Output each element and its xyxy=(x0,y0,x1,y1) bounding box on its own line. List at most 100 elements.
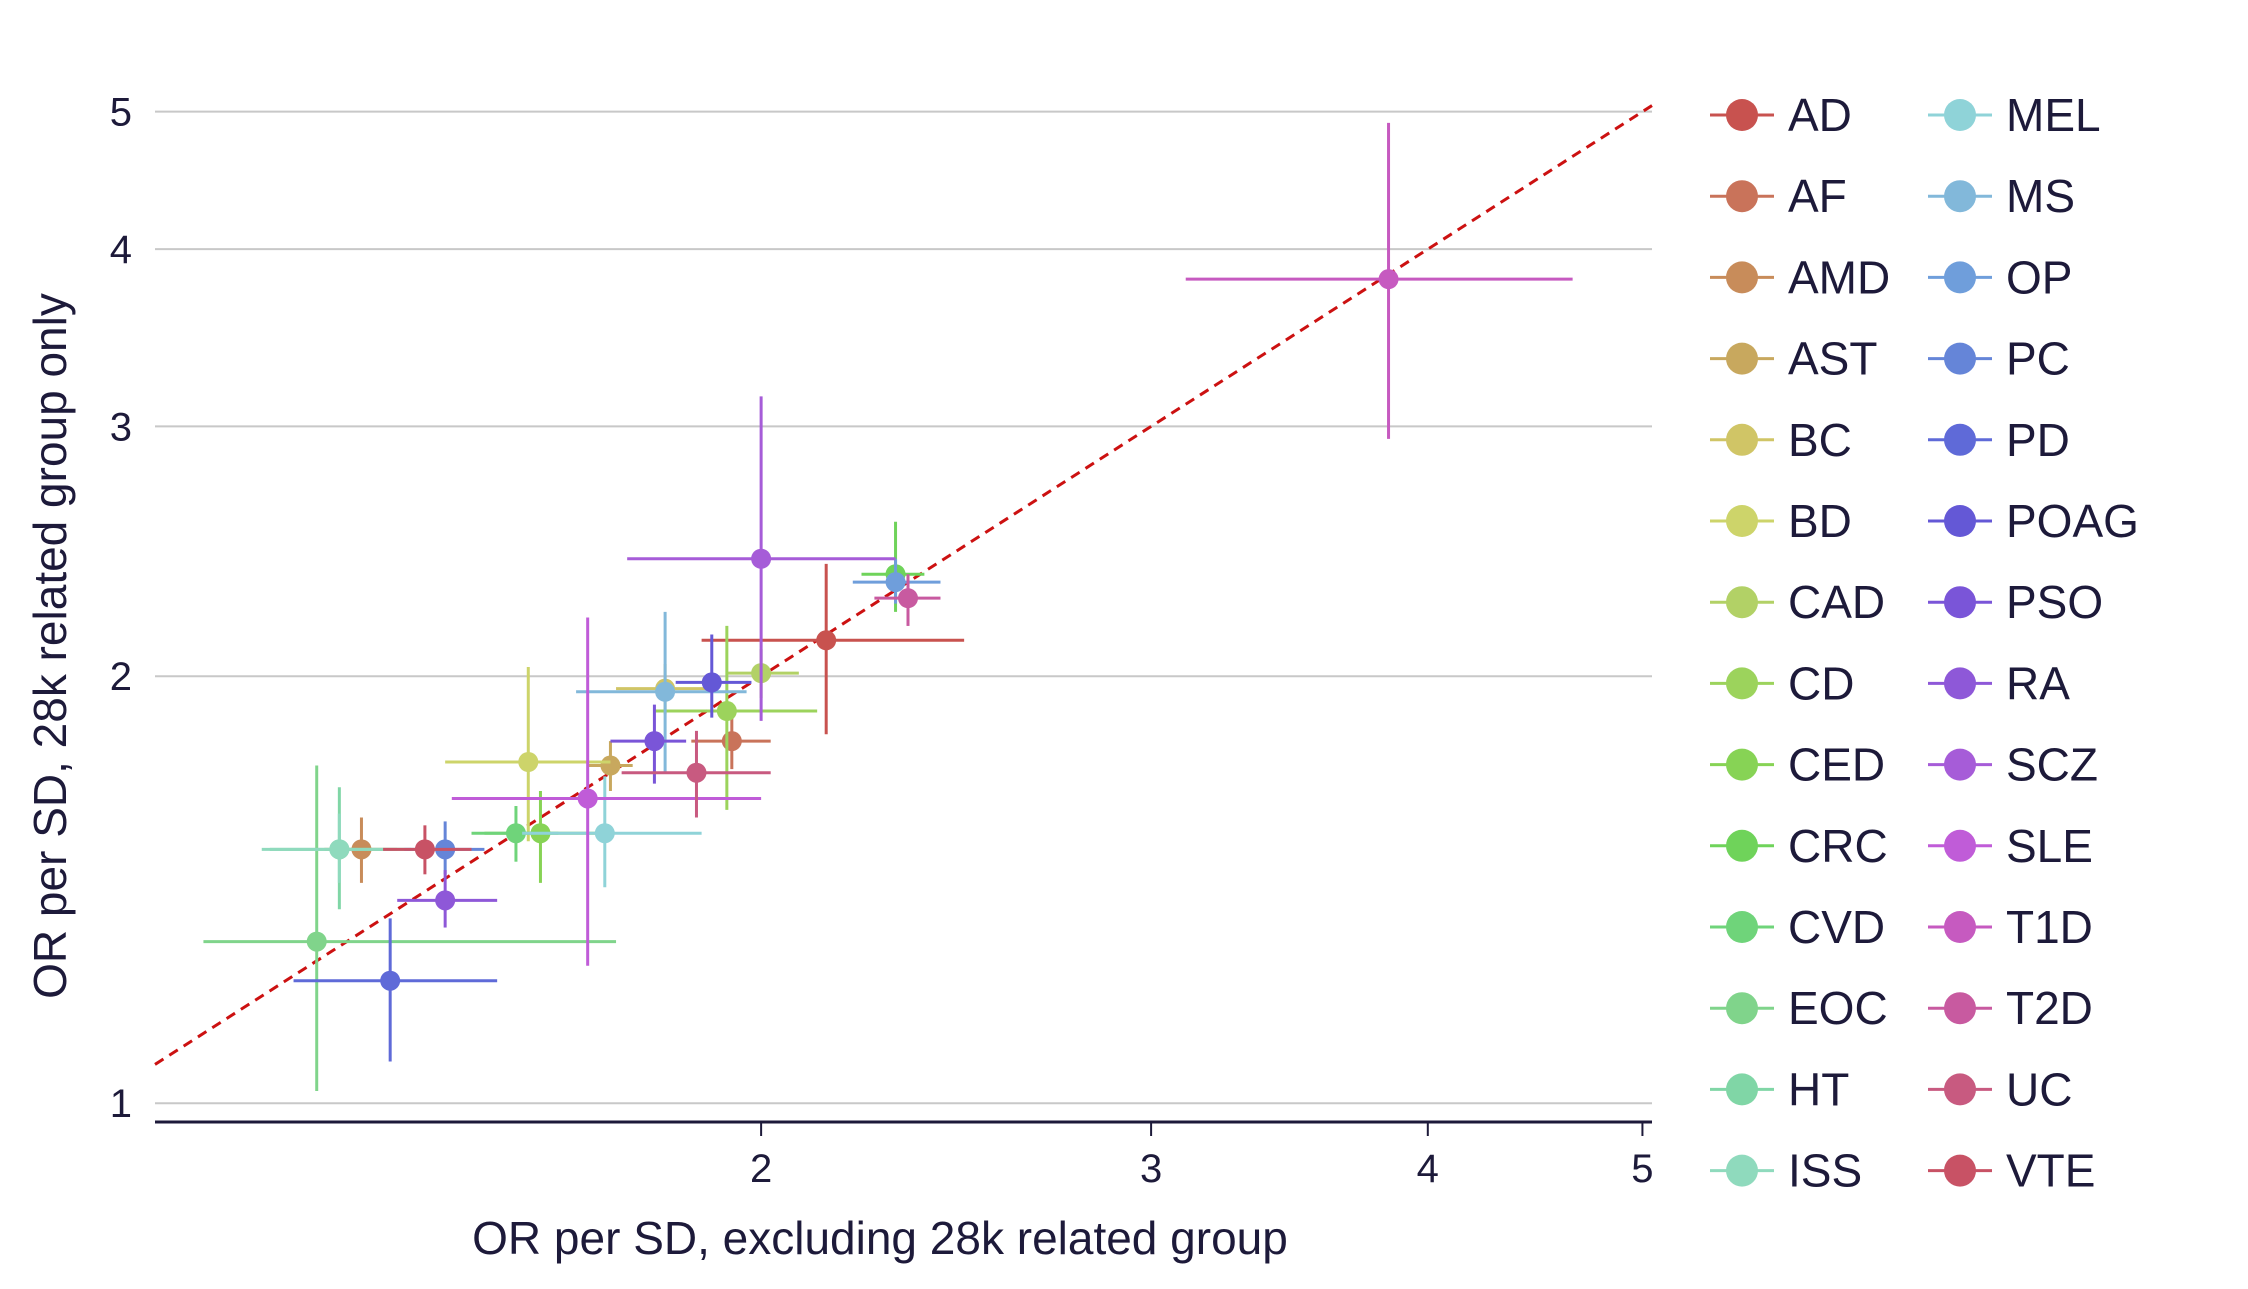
data-point-af xyxy=(691,714,771,770)
x-axis-title: OR per SD, excluding 28k related group xyxy=(472,1212,1288,1264)
legend-item-ms: MS xyxy=(1928,170,2075,222)
legend-marker xyxy=(1726,911,1758,943)
legend-label: CAD xyxy=(1788,576,1885,628)
legend-label: AMD xyxy=(1788,251,1890,303)
legend-marker xyxy=(1944,748,1976,781)
legend-item-iss: ISS xyxy=(1710,1145,1862,1197)
legend-item-mel: MEL xyxy=(1928,89,2101,141)
legend-label: OP xyxy=(2006,251,2072,303)
legend-marker xyxy=(1726,99,1758,131)
legend-marker xyxy=(1944,423,1976,456)
legend-marker xyxy=(1726,342,1758,375)
legend-item-t1d: T1D xyxy=(1928,901,2093,953)
x-tick-label: 5 xyxy=(1631,1147,1653,1191)
legend-label: PC xyxy=(2006,333,2070,385)
legend-marker xyxy=(1944,829,1976,862)
point-marker xyxy=(751,548,772,569)
legend-item-bc: BC xyxy=(1710,414,1852,466)
legend-item-crc: CRC xyxy=(1710,820,1888,872)
legend-label: POAG xyxy=(2006,495,2139,547)
legend-item-af: AF xyxy=(1710,170,1847,222)
point-marker xyxy=(600,755,621,776)
data-point-uc xyxy=(621,730,771,818)
legend-marker xyxy=(1944,586,1976,619)
legend-label: BD xyxy=(1788,495,1852,547)
legend-label: CD xyxy=(1788,657,1854,709)
legend-label: CVD xyxy=(1788,901,1885,953)
legend-item-pso: PSO xyxy=(1928,576,2103,628)
legend-marker xyxy=(1726,829,1758,862)
legend-item-ra: RA xyxy=(1928,657,2070,709)
axes-group: 1 2 3 4 5 2 3 4 5 xyxy=(110,91,1654,1191)
legend-marker xyxy=(1944,180,1976,213)
point-marker xyxy=(577,788,598,809)
legend-label: SCZ xyxy=(2006,739,2098,791)
data-point-sle xyxy=(451,617,762,966)
legend-label: ISS xyxy=(1788,1145,1862,1197)
legend-label: T2D xyxy=(2006,982,2093,1034)
legend-marker xyxy=(1726,261,1758,294)
point-marker xyxy=(816,630,837,651)
point-marker xyxy=(655,681,676,702)
point-marker xyxy=(329,839,350,860)
legend-label: BC xyxy=(1788,414,1852,466)
legend-marker xyxy=(1944,261,1976,294)
data-point-bd xyxy=(445,667,611,842)
legend-item-ht: HT xyxy=(1710,1063,1849,1115)
legend-label: VTE xyxy=(2006,1145,2095,1197)
data-point-cd xyxy=(654,625,818,810)
point-marker xyxy=(721,731,742,752)
point-marker xyxy=(435,890,456,911)
legend-item-op: OP xyxy=(1928,251,2072,303)
data-point-op xyxy=(852,558,941,604)
point-marker xyxy=(644,731,665,752)
legend-label: AF xyxy=(1788,170,1847,222)
point-marker xyxy=(686,762,707,783)
data-points-group xyxy=(203,122,1573,1092)
data-point-ast xyxy=(587,741,633,791)
point-marker xyxy=(716,701,737,722)
grid-lines xyxy=(155,110,1652,1105)
data-point-t2d xyxy=(874,574,941,626)
legend-item-cad: CAD xyxy=(1710,576,1885,628)
legend-marker xyxy=(1726,992,1758,1025)
legend-marker xyxy=(1726,748,1758,781)
legend-marker xyxy=(1944,505,1976,537)
legend-label: MEL xyxy=(2006,89,2101,141)
legend-marker xyxy=(1726,1154,1758,1187)
legend-label: SLE xyxy=(2006,820,2093,872)
point-marker xyxy=(898,588,919,609)
legend-item-scz: SCZ xyxy=(1928,739,2098,791)
data-point-t1d xyxy=(1185,122,1573,439)
legend-label: RA xyxy=(2006,657,2070,709)
x-tick-label: 2 xyxy=(750,1147,772,1191)
data-point-vte xyxy=(383,825,472,875)
data-point-pso xyxy=(610,704,687,784)
legend-item-bd: BD xyxy=(1710,495,1852,547)
x-tick-label: 3 xyxy=(1140,1147,1162,1191)
legend-item-cd: CD xyxy=(1710,657,1854,709)
legend-item-pc: PC xyxy=(1928,333,2070,385)
legend-label: UC xyxy=(2006,1063,2072,1115)
legend-marker xyxy=(1944,667,1976,700)
legend-marker xyxy=(1944,342,1976,375)
legend-marker xyxy=(1944,99,1976,131)
data-point-scz xyxy=(627,396,896,721)
legend-item-t2d: T2D xyxy=(1928,982,2093,1034)
point-marker xyxy=(701,672,722,693)
legend-label: AST xyxy=(1788,333,1877,385)
legend-item-poag: POAG xyxy=(1928,495,2139,547)
y-tick-label: 2 xyxy=(110,655,132,699)
y-tick-label: 3 xyxy=(110,405,132,449)
legend-label: MS xyxy=(2006,170,2075,222)
y-tick-label: 1 xyxy=(110,1082,132,1126)
legend-item-ad: AD xyxy=(1710,89,1852,141)
legend-label: CED xyxy=(1788,739,1885,791)
legend-marker xyxy=(1726,586,1758,619)
legend-marker xyxy=(1944,992,1976,1025)
legend-item-pd: PD xyxy=(1928,414,2070,466)
x-tick-label: 4 xyxy=(1417,1147,1439,1191)
point-marker xyxy=(306,931,327,952)
legend-marker xyxy=(1944,1073,1976,1106)
legend-marker xyxy=(1726,667,1758,700)
